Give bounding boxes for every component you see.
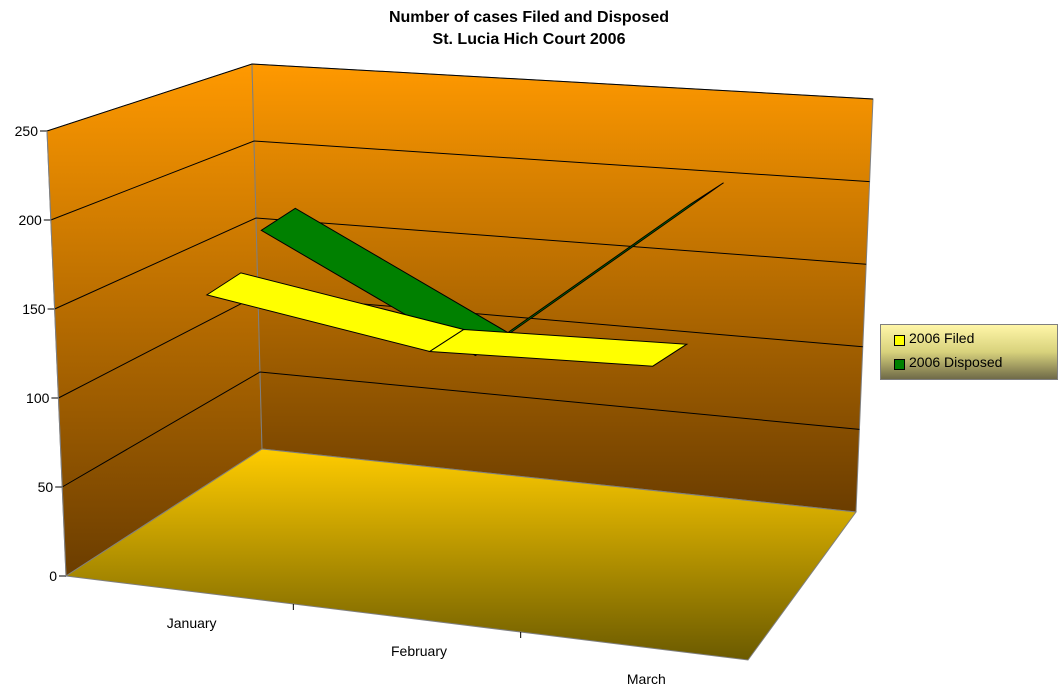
x-tick-label: January [167, 615, 217, 631]
legend-filed-swatch [894, 335, 905, 346]
y-tick-label: 250 [15, 123, 39, 139]
x-tick-label: March [627, 671, 666, 685]
y-tick-label: 100 [26, 390, 50, 406]
y-tick-label: 0 [49, 568, 57, 584]
y-tick-label: 50 [38, 479, 54, 495]
x-tick-label: February [391, 643, 447, 659]
legend: 2006 Filed 2006 Disposed [880, 324, 1058, 380]
legend-disposed-label: 2006 Disposed [909, 354, 1003, 370]
gridline [54, 217, 867, 310]
gridline [61, 371, 860, 488]
gridline [50, 140, 870, 221]
y-tick-label: 150 [22, 301, 46, 317]
gridline [46, 63, 874, 132]
series-filed-segment [428, 328, 689, 367]
legend-filed-label: 2006 Filed [909, 330, 975, 346]
y-axis-line [46, 130, 67, 577]
y-tick-label: 200 [18, 212, 42, 228]
chart-title-line-2: St. Lucia Hich Court 2006 [432, 31, 626, 48]
back-wall [251, 63, 874, 513]
legend-disposed-swatch [894, 359, 905, 370]
chart-title-line-1: Number of cases Filed and Disposed [388, 9, 670, 26]
